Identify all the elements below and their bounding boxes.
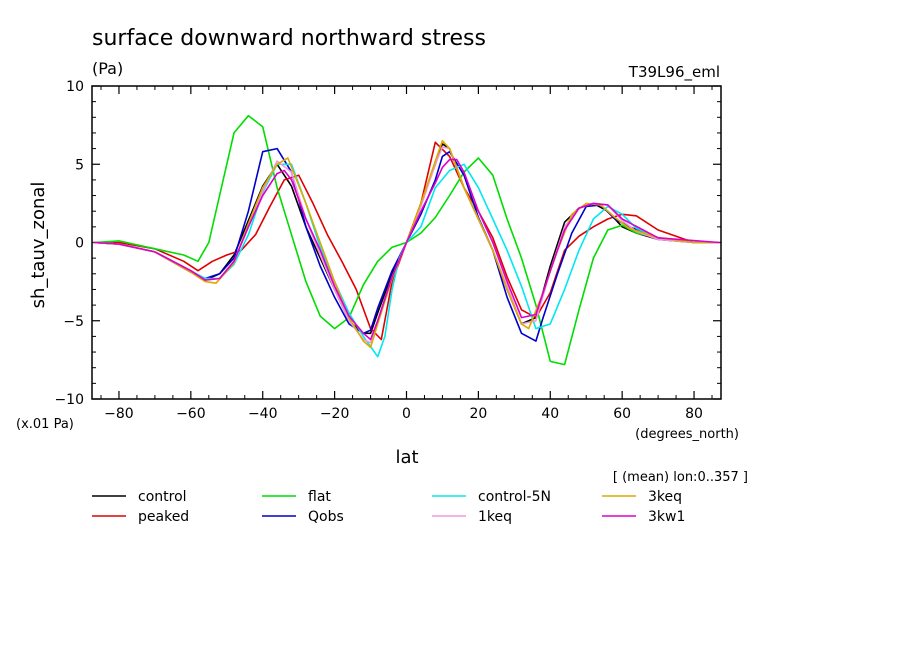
- y-tick-label: 10: [66, 79, 84, 95]
- series-line-control: [93, 143, 720, 335]
- series-line-3kw1: [93, 158, 720, 341]
- y-axis-tick-labels: −10 −5 0 5 10: [54, 79, 84, 408]
- legend-label-flat: flat: [308, 489, 331, 505]
- x-tick-label: −80: [104, 406, 134, 422]
- y-tick-label: −5: [63, 314, 84, 330]
- averaging-note: [ (mean) lon:0..357 ]: [613, 470, 748, 485]
- series-line-qobs: [93, 147, 720, 342]
- x-axis-tick-labels: −80 −60 −40 −20 0 20 40 60 80: [104, 406, 703, 422]
- y-axis-scale-label: (x.01 Pa): [16, 417, 74, 432]
- legend-label-1keq: 1keq: [478, 509, 512, 525]
- y-tick-label: 5: [75, 157, 84, 173]
- x-tick-label: −40: [248, 406, 278, 422]
- series-lines: [93, 114, 720, 366]
- legend-label-3keq: 3keq: [648, 489, 682, 505]
- series-line-flat: [93, 114, 720, 366]
- legend-label-control: control: [138, 489, 187, 505]
- x-tick-label: 80: [685, 406, 703, 422]
- y-axis-label: sh_tauv_zonal: [28, 182, 49, 309]
- x-tick-label: 60: [613, 406, 631, 422]
- x-tick-label: −20: [320, 406, 350, 422]
- x-axis-ticks: [100, 86, 713, 399]
- legend: control peaked flat Qobs control-5N 1keq 3keq 3…: [92, 489, 685, 525]
- x-tick-label: 40: [541, 406, 559, 422]
- x-tick-label: 0: [402, 406, 411, 422]
- legend-label-3kw1: 3kw1: [648, 509, 685, 525]
- legend-label-control-5n: control-5N: [478, 489, 551, 505]
- y-tick-label: −10: [54, 392, 84, 408]
- x-axis-units-label: (degrees_north): [635, 427, 739, 442]
- legend-label-qobs: Qobs: [308, 509, 344, 525]
- chart-title: surface downward northward stress: [92, 26, 486, 51]
- legend-label-peaked: peaked: [138, 509, 189, 525]
- series-line-control-5n: [93, 163, 720, 358]
- x-axis-label: lat: [395, 447, 418, 468]
- x-tick-label: −60: [176, 406, 206, 422]
- chart-units: (Pa): [92, 59, 123, 78]
- x-tick-label: 20: [469, 406, 487, 422]
- series-line-1keq: [93, 146, 720, 344]
- experiment-label: T39L96_eml: [628, 63, 720, 82]
- y-tick-label: 0: [75, 236, 84, 252]
